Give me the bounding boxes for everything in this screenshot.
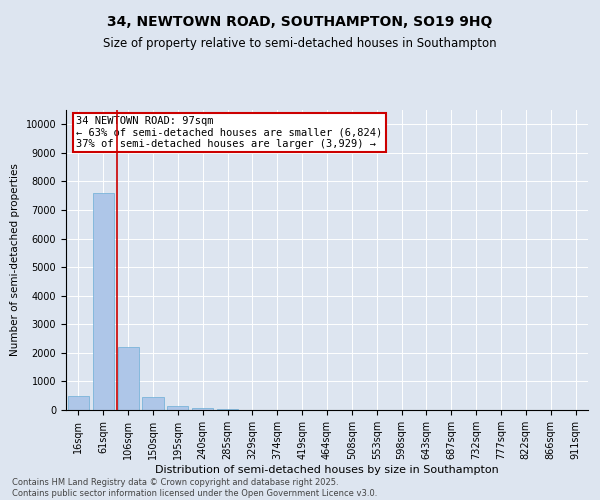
Bar (142, 397, 164, 410)
Text: Contains HM Land Registry data © Crown copyright and database right 2025.
Contai: Contains HM Land Registry data © Crown c… (12, 478, 377, 498)
Text: 34, NEWTOWN ROAD, SOUTHAMPTON, SO19 9HQ: 34, NEWTOWN ROAD, SOUTHAMPTON, SO19 9HQ (107, 15, 493, 29)
Bar (93, 193, 114, 410)
X-axis label: Distribution of semi-detached houses by size in Southampton: Distribution of semi-detached houses by … (155, 465, 499, 475)
Bar (167, 406, 188, 410)
Bar (68, 396, 89, 410)
Text: 34 NEWTOWN ROAD: 97sqm
← 63% of semi-detached houses are smaller (6,824)
37% of : 34 NEWTOWN ROAD: 97sqm ← 63% of semi-det… (76, 116, 383, 149)
Bar (118, 347, 139, 410)
Text: Size of property relative to semi-detached houses in Southampton: Size of property relative to semi-detach… (103, 38, 497, 51)
Bar (192, 408, 213, 410)
Y-axis label: Number of semi-detached properties: Number of semi-detached properties (10, 164, 20, 356)
